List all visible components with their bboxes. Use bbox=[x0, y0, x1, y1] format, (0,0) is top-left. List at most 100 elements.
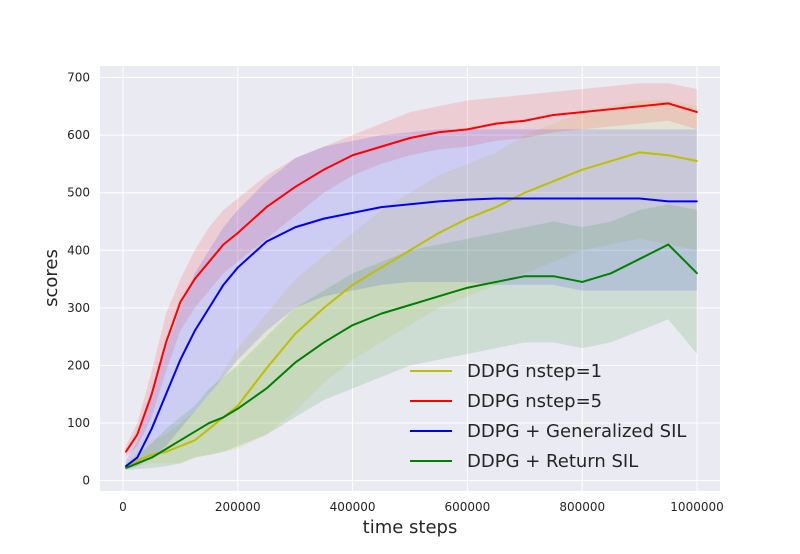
data-point bbox=[495, 206, 497, 208]
data-point bbox=[150, 456, 153, 459]
data-point bbox=[409, 249, 411, 252]
data-point bbox=[581, 197, 584, 200]
data-point bbox=[437, 131, 440, 134]
data-point bbox=[179, 439, 182, 442]
data-point bbox=[265, 206, 268, 208]
series-band-0 bbox=[125, 100, 698, 470]
series-band-3 bbox=[125, 204, 698, 471]
data-point bbox=[165, 451, 167, 453]
data-point bbox=[495, 281, 497, 283]
data-point bbox=[222, 243, 225, 246]
data-point bbox=[323, 168, 325, 171]
data-point bbox=[351, 284, 354, 286]
data-point bbox=[696, 160, 698, 162]
data-point bbox=[265, 367, 268, 370]
data-point bbox=[495, 197, 497, 200]
data-point bbox=[294, 226, 296, 229]
y-axis-title: scores bbox=[41, 249, 62, 307]
data-point bbox=[667, 154, 670, 157]
data-point bbox=[437, 200, 440, 203]
legend-label: DDPG + Generalized SIL bbox=[467, 421, 686, 442]
data-point bbox=[294, 361, 296, 364]
data-point bbox=[610, 197, 612, 200]
data-point bbox=[208, 260, 210, 263]
data-point bbox=[466, 217, 469, 220]
data-point bbox=[136, 459, 139, 462]
y-tick-label: 400 bbox=[67, 243, 90, 257]
data-point bbox=[236, 407, 239, 410]
data-point bbox=[165, 448, 167, 450]
data-point bbox=[179, 445, 182, 447]
data-point bbox=[437, 295, 440, 298]
data-point bbox=[638, 105, 641, 108]
data-point bbox=[236, 266, 239, 269]
plot-background bbox=[100, 66, 720, 491]
data-point bbox=[581, 168, 584, 171]
data-point bbox=[222, 416, 225, 419]
data-point bbox=[610, 160, 612, 162]
data-point bbox=[136, 433, 139, 436]
data-point bbox=[193, 330, 196, 332]
data-point bbox=[208, 307, 210, 309]
data-point bbox=[179, 358, 182, 361]
data-point bbox=[193, 430, 196, 433]
data-point bbox=[179, 301, 182, 303]
data-point bbox=[581, 111, 584, 113]
y-tick-label: 700 bbox=[67, 71, 90, 85]
data-point bbox=[193, 278, 196, 280]
data-point bbox=[696, 111, 698, 113]
y-tick-label: 200 bbox=[67, 358, 90, 372]
x-tick-label: 600000 bbox=[445, 500, 491, 514]
data-point bbox=[380, 206, 383, 208]
data-point bbox=[193, 439, 196, 442]
y-tick-label: 300 bbox=[67, 301, 90, 315]
data-point bbox=[409, 304, 411, 306]
y-tick-label: 0 bbox=[82, 474, 90, 488]
data-point bbox=[667, 102, 670, 105]
data-point bbox=[409, 137, 411, 139]
data-point bbox=[552, 180, 555, 182]
x-tick-label: 800000 bbox=[559, 500, 605, 514]
data-point bbox=[380, 312, 383, 315]
data-point bbox=[323, 341, 325, 344]
data-point bbox=[323, 307, 325, 309]
data-point bbox=[524, 197, 526, 200]
data-point bbox=[495, 122, 497, 125]
data-point bbox=[696, 200, 698, 203]
data-point bbox=[638, 151, 641, 154]
x-tick-label: 0 bbox=[119, 500, 127, 514]
data-point bbox=[125, 465, 127, 468]
legend-item-2: DDPG + Generalized SIL bbox=[410, 421, 686, 442]
data-point bbox=[638, 197, 641, 200]
series-lines bbox=[125, 102, 698, 469]
x-tick-label: 400000 bbox=[330, 500, 376, 514]
y-tick-label: 500 bbox=[67, 186, 90, 200]
data-point bbox=[265, 240, 268, 243]
data-point bbox=[524, 191, 526, 194]
data-point bbox=[323, 217, 325, 220]
data-point bbox=[552, 275, 555, 277]
legend-item-1: DDPG nstep=5 bbox=[410, 391, 602, 412]
x-tick-label: 200000 bbox=[215, 500, 261, 514]
data-point bbox=[610, 272, 612, 275]
series-band-2 bbox=[125, 129, 698, 470]
data-point bbox=[696, 272, 698, 275]
data-point bbox=[380, 145, 383, 148]
confidence-bands bbox=[125, 83, 698, 471]
data-point bbox=[667, 243, 670, 246]
data-point bbox=[524, 275, 526, 277]
data-point bbox=[667, 200, 670, 203]
legend: DDPG nstep=1 DDPG nstep=5 DDPG + Generaliz… bbox=[410, 361, 686, 472]
legend-item-0: DDPG nstep=1 bbox=[410, 361, 602, 382]
data-point bbox=[236, 404, 239, 407]
series-band-1 bbox=[125, 83, 698, 458]
tick-labels: 0 200000 400000 600000 800000 1000000 0 100 200 3… bbox=[67, 71, 724, 514]
data-point bbox=[294, 332, 296, 335]
data-point bbox=[638, 258, 641, 260]
data-point bbox=[136, 456, 139, 459]
data-point bbox=[351, 212, 354, 214]
data-point bbox=[294, 186, 296, 188]
legend-label: DDPG nstep=5 bbox=[467, 391, 602, 412]
